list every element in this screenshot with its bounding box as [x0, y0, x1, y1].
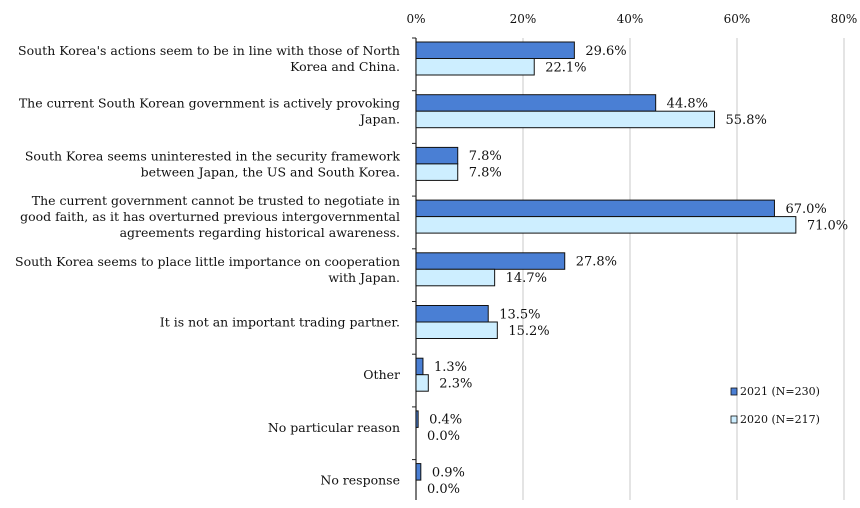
category-label: agreements regarding historical awarenes… — [120, 225, 400, 240]
data-label: 1.3% — [434, 360, 467, 375]
category-labels: South Korea's actions seem to be in line… — [15, 43, 400, 488]
x-tick-label: 40% — [617, 12, 644, 26]
x-tick-label: 20% — [510, 12, 537, 26]
data-label: 44.8% — [667, 96, 708, 111]
data-label: 55.8% — [726, 113, 767, 128]
bar-2021 — [415, 305, 489, 323]
x-axis-ticks: 0% 20% 40% 60% 80% — [406, 12, 857, 26]
bar-2021 — [415, 357, 424, 376]
bar-2021 — [415, 199, 775, 218]
data-label: 67.0% — [785, 202, 826, 217]
x-tick-label: 80% — [831, 12, 858, 26]
data-label: 0.0% — [427, 429, 460, 444]
category-label: Other — [363, 367, 400, 382]
data-label: 0.9% — [432, 465, 465, 480]
data-label: 7.8% — [469, 149, 502, 164]
category-label: between Japan, the US and South Korea. — [141, 164, 400, 179]
data-label: 22.1% — [545, 60, 586, 75]
category-label: with Japan. — [328, 270, 400, 285]
legend: 2021 (N=230) 2020 (N=217) — [730, 385, 820, 426]
bar-2021 — [415, 146, 459, 165]
data-label: 27.8% — [576, 255, 617, 270]
x-tick-label: 0% — [406, 12, 425, 26]
bar-2020 — [415, 268, 496, 287]
bar-2021 — [415, 252, 566, 270]
data-label: 2.3% — [439, 376, 472, 391]
x-tick-label: 60% — [724, 12, 751, 26]
data-label: 7.8% — [469, 166, 502, 181]
category-label: It is not an important trading partner. — [160, 315, 400, 330]
bar-2021 — [415, 463, 422, 481]
legend-label: 2021 (N=230) — [740, 385, 820, 398]
data-label: 0.4% — [429, 413, 462, 428]
category-label: good faith, as it has overturned previou… — [20, 209, 400, 224]
data-label: 29.6% — [585, 44, 626, 59]
data-label: 13.5% — [499, 307, 540, 322]
data-label: 0.0% — [427, 482, 460, 497]
bar-2021 — [415, 41, 575, 59]
legend-swatch — [730, 415, 738, 424]
category-label: Korea and China. — [290, 59, 400, 74]
data-label: 71.0% — [807, 218, 848, 233]
data-label: 14.7% — [506, 271, 547, 286]
bar-2020 — [415, 110, 716, 129]
category-label: The current government cannot be trusted… — [32, 193, 400, 208]
legend-label: 2020 (N=217) — [740, 413, 820, 426]
bar-2020 — [415, 374, 429, 392]
category-label: South Korea's actions seem to be in line… — [18, 43, 400, 58]
bars — [415, 41, 797, 481]
bar-2020 — [415, 163, 459, 181]
category-label: South Korea seems uninterested in the se… — [25, 148, 401, 163]
data-label: 15.2% — [508, 324, 549, 339]
bar-2021 — [415, 94, 657, 112]
bar-2020 — [415, 321, 498, 339]
bar-2020 — [415, 216, 797, 234]
category-label: The current South Korean government is a… — [19, 96, 400, 111]
data-labels: 29.6% 44.8% 7.8% 67.0% 27.8% 13.5% 1.3% 0.4% 0.9… — [427, 44, 848, 497]
category-label: Japan. — [358, 112, 400, 127]
bar-2021 — [415, 410, 419, 428]
legend-swatch — [730, 387, 738, 396]
category-label: No particular reason — [268, 420, 400, 435]
bar-2020 — [415, 58, 535, 76]
category-label: No response — [320, 473, 400, 488]
category-label: South Korea seems to place little import… — [15, 254, 400, 269]
